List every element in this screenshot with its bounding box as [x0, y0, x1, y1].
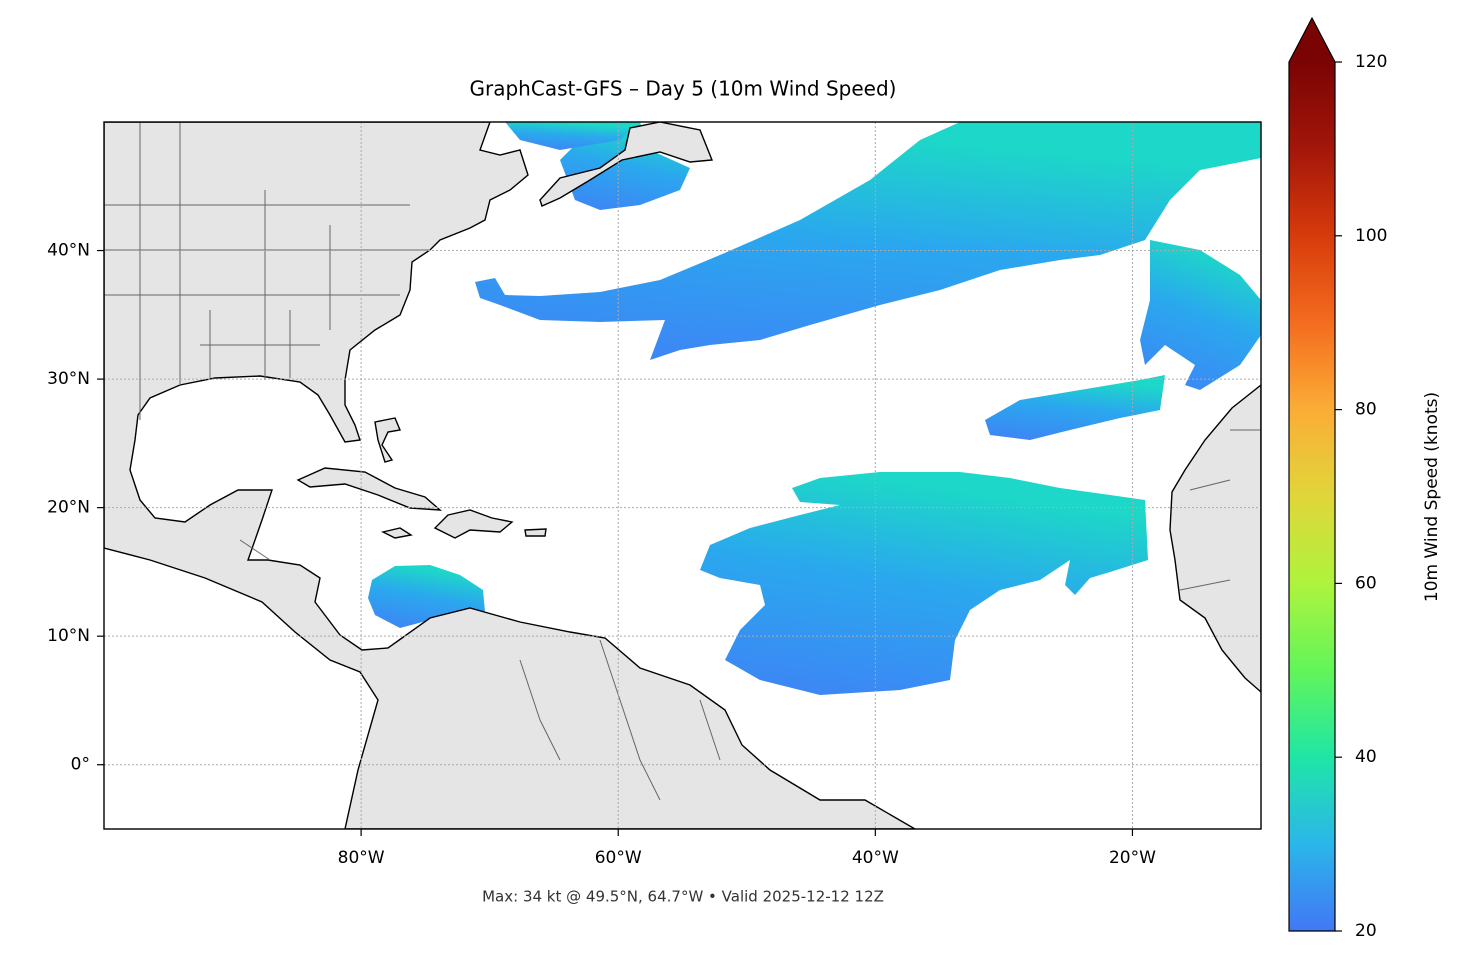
colorbar-tick-label: 40 — [1355, 747, 1377, 767]
y-tick-label: 20°N — [47, 498, 90, 518]
map-area — [104, 122, 1261, 829]
land-newfoundland — [539, 122, 713, 207]
colorbar-label: 10m Wind Speed (knots) — [1422, 392, 1442, 602]
wind-area — [475, 122, 1261, 360]
colorbar-tick-label: 120 — [1355, 52, 1387, 72]
colorbar — [1289, 62, 1335, 931]
y-tick-label: 30°N — [47, 369, 90, 389]
map-frame — [103, 121, 1262, 830]
map-title: GraphCast-GFS – Day 5 (10m Wind Speed) — [470, 77, 897, 101]
land-hispaniola — [433, 509, 514, 539]
colorbar-outline — [1288, 16, 1336, 932]
colorbar-tick-label: 20 — [1355, 921, 1377, 941]
y-tick-label: 0° — [71, 755, 90, 775]
wind-area — [505, 122, 640, 150]
land-cuba — [296, 467, 443, 511]
footer-note: Max: 34 kt @ 49.5°N, 64.7°W • Valid 2025… — [482, 888, 884, 906]
land-jamaica — [380, 527, 413, 539]
border-lines — [104, 122, 1261, 801]
wind-area — [985, 375, 1165, 440]
colorbar-tick-label: 60 — [1355, 573, 1377, 593]
wind-area — [700, 472, 1148, 695]
landmasses — [104, 122, 1261, 829]
land-africa — [1169, 384, 1261, 693]
land-americas — [104, 122, 917, 829]
borders — [104, 122, 1261, 801]
colorbar-tick-label: 100 — [1355, 226, 1387, 246]
y-tick-label: 40°N — [47, 241, 90, 261]
x-tick-label: 20°W — [1109, 848, 1156, 868]
x-tick-label: 80°W — [338, 848, 385, 868]
land-puerto-rico — [524, 528, 547, 537]
y-tick-label: 10°N — [47, 626, 90, 646]
land-bahamas — [374, 417, 401, 463]
graticule — [104, 122, 1261, 829]
colorbar-tick-label: 80 — [1355, 400, 1377, 420]
x-tick-label: 60°W — [595, 848, 642, 868]
colorbar-extend — [1289, 18, 1335, 62]
x-tick-label: 40°W — [852, 848, 899, 868]
wind-area — [1140, 240, 1261, 390]
